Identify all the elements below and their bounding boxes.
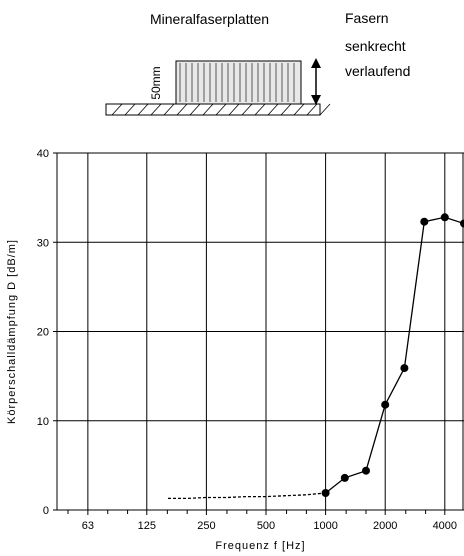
y-tick-label: 0 [43,505,49,517]
x-tick-label: 1000 [313,520,337,532]
series-line-dotted [168,492,326,500]
x-axis-label: Frequenz f [Hz] [215,540,305,552]
data-point [440,213,449,222]
y-axis-label: Körperschalldämpfung D [dB/m] [6,239,18,424]
data-point [381,400,390,409]
fiber-boards-icon [175,60,302,105]
x-tick-label: 4000 [433,520,457,532]
base-plate-icon [105,103,331,116]
data-point [400,364,409,373]
note-line-3: verlaufend [345,63,410,79]
x-tick-label: 125 [138,520,156,532]
data-point [321,489,330,497]
setup-illustration: Mineralfaserplatten Fasern senkrecht ver… [105,10,410,116]
y-tick-label: 30 [37,237,49,249]
x-tick-label: 2000 [373,520,397,532]
data-point [362,466,370,475]
data-point [420,217,429,226]
x-tick-label: 250 [197,520,215,532]
y-tick-label: 40 [37,148,49,160]
thickness-arrow-icon [311,58,321,105]
plot-frame [56,152,464,511]
chart: 0 10 20 30 40 63 125 250 500 1000 2000 4000 Frequen… [6,148,464,552]
thickness-label: 50mm [149,66,163,99]
series-line [325,216,464,494]
x-tick-label: 63 [82,520,94,532]
chart-grid [57,152,464,511]
note-line-1: Fasern [345,10,389,26]
note-line-2: senkrecht [345,38,406,54]
material-label: Mineralfaserplatten [150,11,269,27]
y-tick-label: 20 [37,327,49,339]
chart-series [168,213,464,500]
x-tick-label: 500 [257,520,275,532]
y-tick-label: 10 [37,416,49,428]
data-point [340,473,349,482]
chart-tick-labels: 0 10 20 30 40 63 125 250 500 1000 2000 4000 [37,148,457,532]
